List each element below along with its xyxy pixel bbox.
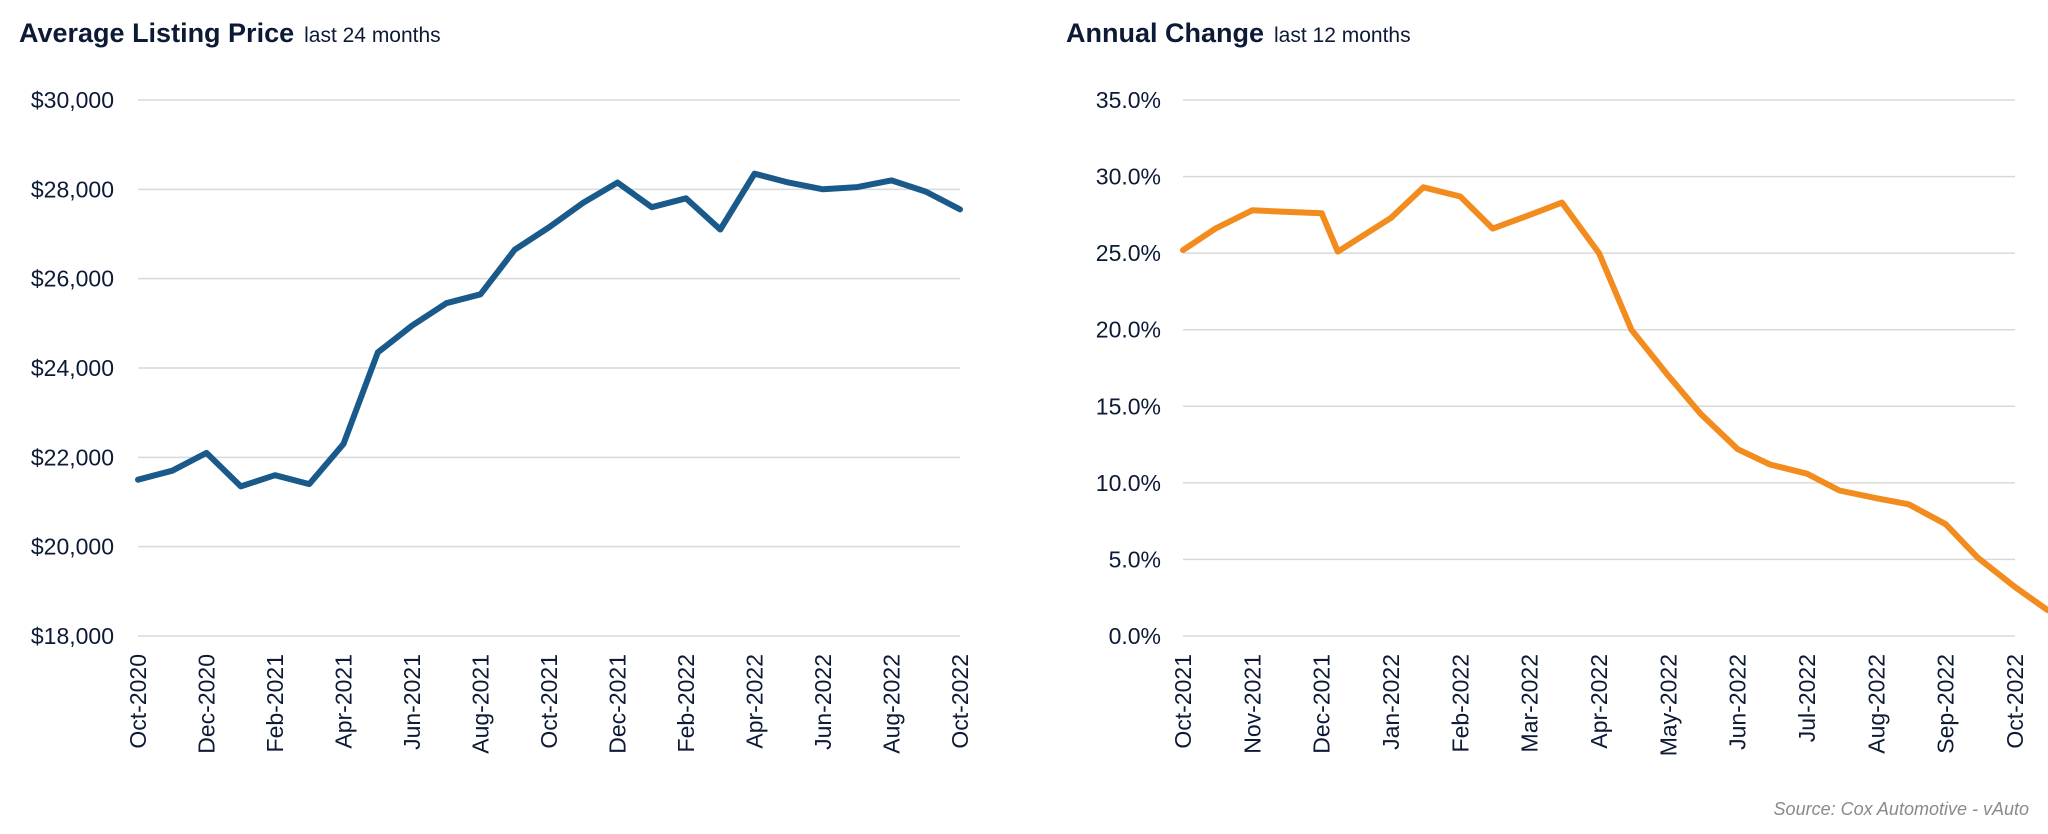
left-y-tick-label: $24,000 (31, 355, 114, 381)
left-x-tick-label: Apr-2021 (331, 654, 357, 749)
right-y-tick-label: 35.0% (1096, 87, 1161, 113)
left-series-line (135, 170, 963, 490)
right-x-tick-label: Nov-2021 (1239, 654, 1265, 754)
left-x-tick-label: Oct-2021 (536, 654, 562, 749)
right-x-tick-label: May-2022 (1655, 654, 1681, 756)
left-y-tick-label: $26,000 (31, 266, 114, 292)
right-x-tick-label: Feb-2022 (1447, 654, 1473, 752)
right-y-tick-label: 30.0% (1096, 164, 1161, 190)
right-chart-title: Annual Change last 12 months (1066, 18, 1411, 49)
left-y-tick-label: $30,000 (31, 87, 114, 113)
left-x-tick-label: Dec-2021 (605, 654, 631, 754)
right-x-tick-label: Apr-2022 (1586, 654, 1612, 749)
left-chart-title: Average Listing Price last 24 months (19, 18, 441, 49)
right-x-tick-label: Jul-2022 (1794, 654, 1820, 742)
right-y-tick-label: 0.0% (1109, 623, 1161, 649)
right-y-tick-label: 15.0% (1096, 393, 1161, 419)
left-y-tick-label: $22,000 (31, 444, 114, 470)
left-chart-title-text: Average Listing Price (19, 18, 295, 48)
left-x-tick-label: Feb-2021 (262, 654, 288, 752)
right-x-tick-label: Jun-2022 (1725, 654, 1751, 750)
left-y-tick-label: $20,000 (31, 534, 114, 560)
left-chart-subtitle: last 24 months (304, 24, 441, 47)
left-x-tick-label: Aug-2021 (468, 654, 494, 754)
left-x-tick-label: Oct-2020 (125, 654, 151, 749)
left-x-tick-label: Jun-2021 (399, 654, 425, 750)
left-x-tick-label: Apr-2022 (742, 654, 768, 749)
left-x-tick-label: Oct-2022 (947, 654, 973, 749)
left-x-tick-label: Feb-2022 (673, 654, 699, 752)
source-note: Source: Cox Automotive - vAuto (1773, 799, 2029, 819)
left-y-tick-label: $18,000 (31, 623, 114, 649)
right-x-tick-label: Dec-2021 (1309, 654, 1335, 754)
right-y-tick-label: 10.0% (1096, 470, 1161, 496)
left-y-tick-label: $28,000 (31, 176, 114, 202)
right-x-tick-label: Mar-2022 (1517, 654, 1543, 752)
right-y-tick-label: 25.0% (1096, 240, 1161, 266)
right-x-tick-label: Sep-2022 (1933, 654, 1959, 754)
left-x-tick-label: Aug-2022 (879, 654, 905, 754)
right-x-tick-label: Oct-2021 (1170, 654, 1196, 749)
right-series-line (1180, 184, 2048, 613)
right-x-tick-label: Oct-2022 (2002, 654, 2028, 749)
right-x-tick-label: Aug-2022 (1863, 654, 1889, 754)
left-x-tick-label: Jun-2022 (810, 654, 836, 750)
left-x-tick-label: Dec-2020 (194, 654, 220, 754)
right-chart-subtitle: last 12 months (1274, 24, 1411, 47)
right-x-tick-label: Jan-2022 (1378, 654, 1404, 750)
right-chart-title-text: Annual Change (1066, 18, 1265, 48)
right-y-tick-label: 20.0% (1096, 317, 1161, 343)
right-y-tick-label: 5.0% (1109, 546, 1161, 572)
